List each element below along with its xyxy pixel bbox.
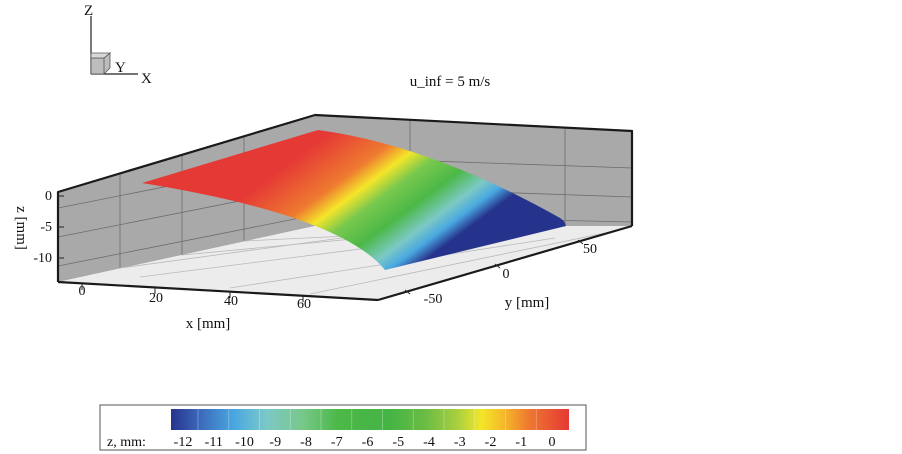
colorbar-tick-label: -5 [392,435,404,450]
colorbar-tick-label: -6 [362,435,374,450]
colorbar-tick-label: 0 [549,435,556,450]
z-axis: 0 -5 -10 z [mm] [13,189,64,266]
bounding-box [56,113,634,302]
z-tick-label: -5 [40,220,52,235]
x-axis-title: x [mm] [186,316,231,332]
x-tick-label: 20 [149,291,163,306]
x-tick-label: 60 [297,297,311,312]
orientation-axes: Z Y X [84,3,152,87]
x-axis: 0 20 40 60 x [mm] [79,284,311,332]
orientation-x-label: X [141,71,152,87]
y-tick-label: 0 [503,267,510,282]
surface [142,130,566,270]
colorbar-tick-label: -8 [300,435,312,450]
colorbar-tick-label: -4 [423,435,435,450]
colorbar-tick-label: -10 [235,435,254,450]
y-axis-title: y [mm] [505,295,550,311]
y-tick-label: -50 [424,292,443,307]
chart-title: u_inf = 5 m/s [410,74,491,90]
z-tick-label: -10 [33,251,52,266]
colorbar: z, mm: -12 -11 -10 -9 -8 -7 -6 -5 -4 -3 -2 -1 0 [99,404,587,451]
x-tick-label: 40 [224,294,238,309]
y-axis: -50 0 50 y [mm] [404,239,597,311]
y-tick-label: 50 [583,242,597,257]
colorbar-tick-label: -11 [205,435,223,450]
orientation-y-label: Y [115,60,126,76]
colorbar-tick-label: -1 [515,435,527,450]
colorbar-tick-label: -2 [485,435,497,450]
z-axis-title: z [mm] [13,206,29,250]
colorbar-tick-label: -3 [454,435,466,450]
x-tick-label: 0 [79,284,86,299]
colorbar-tick-label: -7 [331,435,343,450]
colorbar-label: z, mm: [107,435,146,450]
z-tick-label: 0 [45,189,52,204]
orientation-z-label: Z [84,3,93,19]
colorbar-gradient [171,409,569,430]
colorbar-tick-label: -12 [174,435,193,450]
colorbar-tick-label: -9 [269,435,281,450]
